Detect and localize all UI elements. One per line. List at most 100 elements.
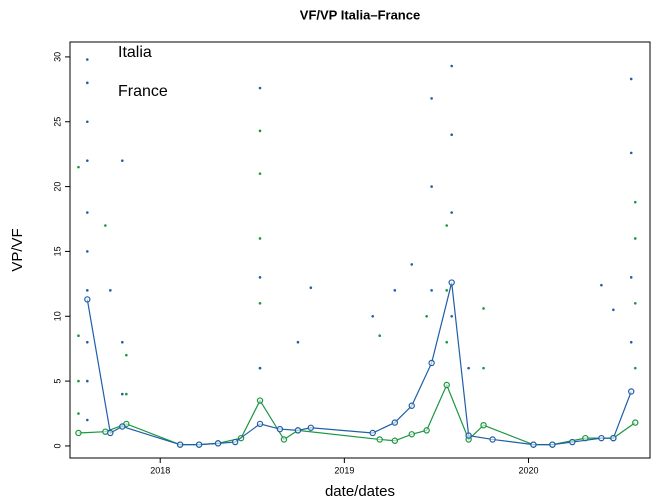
mean-line [86,282,632,446]
mean-marker [408,402,415,409]
data-point [430,97,433,100]
data-point [445,224,449,227]
plot-frame [69,41,651,459]
mean-marker [84,296,91,303]
mean-marker [480,421,487,429]
data-point [86,289,89,292]
mean-marker [231,438,239,446]
data-point [120,392,124,396]
mean-line [78,383,636,446]
mean-marker [276,425,284,433]
data-point [86,81,89,85]
data-point [371,314,375,318]
mean-marker [256,420,264,428]
mean-marker [610,434,617,442]
data-point [445,289,449,292]
data-point [77,412,80,415]
data-point [258,366,262,370]
y-tick-label: 5 [52,379,62,384]
mean-marker [489,436,496,443]
mean-marker [465,432,472,439]
data-point [120,159,124,162]
mean-marker [119,423,126,430]
data-point [450,64,453,68]
data-point [104,224,107,227]
data-point [86,211,89,214]
mean-marker [632,419,639,426]
data-point [633,366,637,370]
x-tick-label: 2019 [334,465,354,475]
data-point [125,392,128,396]
mean-marker [391,419,398,426]
mean-marker [280,436,288,443]
mean-marker [214,440,222,447]
mean-marker [176,441,184,448]
data-point [450,133,453,137]
mean-marker [443,381,450,389]
data-point [258,86,262,90]
data-point [86,159,89,162]
data-point [430,289,433,292]
data-point [450,211,453,214]
data-point [258,129,262,133]
mean-marker [408,431,415,438]
data-point [378,334,382,338]
data-point [258,237,262,240]
data-point [86,379,89,383]
data-point [430,185,433,188]
data-point [450,314,453,318]
data-point [258,276,262,279]
y-tick-label: 0 [52,443,62,448]
data-point [612,308,615,312]
legend-entry: Italia [118,44,152,61]
y-tick-label: 10 [52,311,62,321]
y-tick-label: 15 [52,246,62,256]
data-point [629,77,633,81]
data-point [482,307,485,310]
mean-marker [598,434,605,442]
x-tick-label: 2018 [150,465,170,475]
data-point [86,120,89,124]
data-point [445,340,449,344]
data-point [633,237,637,240]
data-point [482,366,485,370]
y-tick-label: 20 [52,182,62,192]
data-point [86,418,89,422]
mean-marker [75,429,82,437]
data-point [467,366,470,370]
mean-marker [369,429,376,437]
data-point [629,340,633,344]
y-tick-label: 25 [52,117,62,127]
data-point [425,314,428,318]
mean-marker [628,388,635,395]
data-point [393,289,397,292]
data-point [629,276,633,279]
legend-entry: France [118,83,168,100]
data-point [633,200,637,204]
data-point [258,301,262,305]
x-tick-label: 2020 [518,465,538,475]
y-tick-label: 30 [52,52,62,62]
data-point [77,334,80,338]
x-axis-label: date/dates [325,483,395,500]
mean-marker [294,427,302,434]
mean-marker [391,437,398,444]
mean-marker [256,397,264,404]
mean-marker [195,441,203,448]
data-point [120,340,124,344]
mean-marker [549,441,556,448]
mean-marker [428,359,435,367]
data-point [86,340,89,344]
data-point [109,289,112,292]
data-point [410,263,414,266]
data-point [86,250,89,253]
mean-marker [569,438,576,446]
mean-marker [448,279,455,286]
data-point [600,283,603,287]
y-axis-label: VP/VF [9,228,26,271]
data-point [125,353,128,357]
data-point [258,172,262,175]
data-point [629,151,633,155]
